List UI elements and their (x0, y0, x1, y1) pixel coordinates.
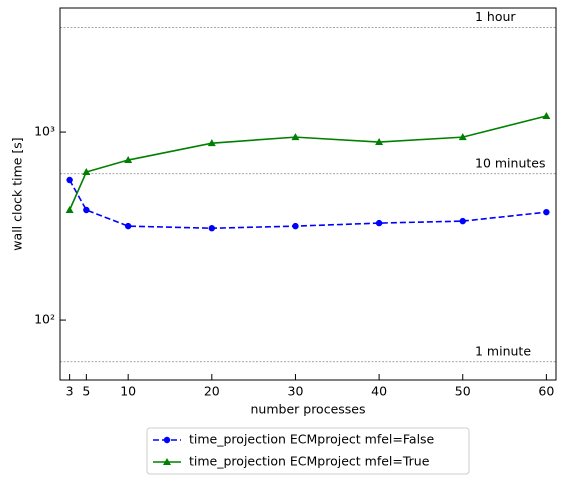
x-tick-label: 3 (66, 384, 74, 399)
x-tick-label: 60 (538, 384, 554, 399)
point (82, 168, 91, 176)
series-line (68, 179, 547, 230)
x-tick-label: 50 (455, 384, 471, 399)
point (543, 208, 550, 216)
point (375, 138, 384, 146)
point (124, 222, 132, 230)
point (542, 112, 551, 120)
legend-label: time_projection ECMproject mfel=False (189, 432, 435, 447)
series-line (68, 115, 547, 211)
x-tick-label: 30 (288, 384, 304, 399)
y-tick-label: 10³ (34, 124, 55, 139)
x-tick-label: 10 (120, 384, 136, 399)
point (459, 217, 466, 225)
point (458, 133, 467, 141)
x-tick-label: 5 (82, 384, 90, 399)
point (65, 206, 74, 214)
x-tick-label: 40 (371, 384, 387, 399)
y-axis-label: wall clock time [s] (10, 137, 25, 250)
y-tick-label: 10² (34, 312, 55, 327)
reference-label: 1 minute (475, 343, 531, 358)
reference-label: 1 hour (475, 9, 516, 24)
reference-label: 10 minutes (475, 155, 545, 170)
x-axis-label: number processes (251, 402, 366, 417)
legend-marker (163, 458, 171, 465)
x-tick-label: 20 (204, 384, 220, 399)
legend-box (146, 427, 470, 475)
point (208, 225, 216, 232)
plot-frame (59, 7, 557, 381)
point (207, 139, 216, 147)
point (66, 176, 73, 184)
point (375, 219, 383, 227)
point (83, 206, 90, 214)
legend-marker (163, 436, 171, 444)
point (124, 156, 133, 164)
legend-label: time_projection ECMproject mfel=True (189, 454, 430, 469)
point (292, 222, 299, 230)
point (291, 133, 300, 141)
